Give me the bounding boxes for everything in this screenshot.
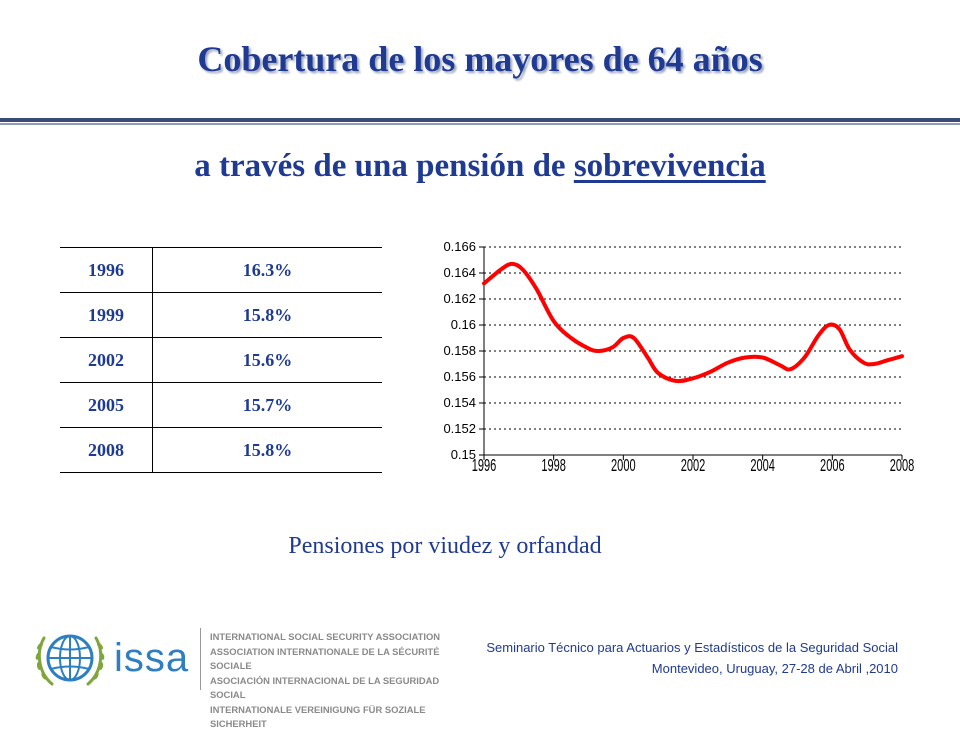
table-cell-year: 1996 — [60, 247, 153, 293]
y-tick-label: 0.16 — [451, 317, 476, 332]
x-tick-label: 1998 — [541, 457, 566, 476]
y-tick-label: 0.164 — [443, 265, 476, 280]
y-tick-label: 0.152 — [443, 421, 476, 436]
coverage-line-chart: 0.15 0.152 0.154 0.156 0.158 0.16 0.162 0.164 0.… — [443, 239, 915, 476]
y-tick-label: 0.166 — [443, 239, 476, 254]
chart-gridlines — [484, 246, 902, 430]
x-tick-labels: 1996 1998 2000 2002 2004 2006 2008 — [472, 457, 915, 476]
table-cell-year: 2005 — [60, 382, 153, 428]
y-tick-label: 0.154 — [443, 395, 476, 410]
table-row: 2005 15.7% — [60, 382, 382, 428]
coverage-table: 1996 16.3% 1999 15.8% 2002 15.6% 2005 15.7% 2008… — [60, 247, 382, 473]
slide-title: Cobertura de los mayores de 64 años — [197, 39, 763, 79]
footer-line-1: Seminario Técnico para Actuarios y Estad… — [486, 640, 898, 655]
table-row: 2002 15.6% — [60, 337, 382, 383]
logo-separator — [200, 628, 201, 690]
table-cell-value: 15.8% — [152, 292, 382, 338]
y-tick-label: 0.15 — [451, 447, 476, 462]
logo-line-en: INTERNATIONAL SOCIAL SECURITY ASSOCIATIO… — [210, 631, 441, 642]
table-cell-value: 15.6% — [152, 337, 382, 383]
footer-line-2: Montevideo, Uruguay, 27-28 de Abril ,201… — [651, 661, 898, 676]
chart-axes — [479, 246, 903, 460]
table-cell-value: 15.7% — [152, 382, 382, 428]
title-divider — [0, 118, 960, 122]
x-tick-label: 2006 — [820, 457, 845, 476]
table-row: 1996 16.3% — [60, 247, 382, 293]
series-line — [482, 261, 904, 384]
x-tick-label: 2004 — [750, 457, 775, 476]
slide-subtitle: a través de una pensión de sobrevivencia — [0, 148, 960, 185]
table-cell-value: 15.8% — [152, 427, 382, 473]
y-tick-label: 0.156 — [443, 369, 476, 384]
table-cell-year: 2002 — [60, 337, 153, 383]
title-divider-shadow — [0, 123, 960, 125]
issa-wordmark: issa — [114, 636, 190, 680]
globe-laurel-icon — [35, 634, 105, 686]
footer-event-info: Seminario Técnico para Actuarios y Estad… — [486, 637, 898, 679]
x-tick-label: 2002 — [681, 457, 706, 476]
table-cell-value: 16.3% — [152, 247, 382, 293]
subtitle-highlight: sobrevivencia — [573, 148, 766, 184]
table-cell-year: 2008 — [60, 427, 153, 473]
logo-line-es: ASOCIACIÓN INTERNACIONAL DE LA SEGURIDAD… — [210, 674, 440, 701]
x-tick-label: 1996 — [472, 457, 497, 476]
table-cell-year: 1999 — [60, 292, 153, 338]
issa-logo: issa INTERNATIONAL SOCIAL SECURITY ASSOC… — [30, 624, 470, 729]
chart-caption: Pensiones por viudez y orfandad — [288, 533, 602, 559]
table-row: 1999 15.8% — [60, 292, 382, 338]
x-tick-label: 2000 — [611, 457, 636, 476]
subtitle-text: a través de una pensión de — [194, 148, 574, 184]
logo-line-de: INTERNATIONALE VEREINIGUNG FÜR SOZIALE S… — [210, 703, 426, 730]
y-tick-label: 0.162 — [443, 291, 476, 306]
x-tick-label: 2008 — [890, 457, 915, 476]
y-tick-label: 0.158 — [443, 343, 476, 358]
y-tick-labels: 0.15 0.152 0.154 0.156 0.158 0.16 0.162 0.164 0.… — [443, 239, 476, 462]
chart-series — [482, 261, 904, 384]
logo-names: INTERNATIONAL SOCIAL SECURITY ASSOCIATIO… — [210, 630, 470, 732]
table-row: 2008 15.8% — [60, 427, 382, 473]
logo-line-fr: ASSOCIATION INTERNATIONALE DE LA SÉCURIT… — [210, 645, 440, 672]
